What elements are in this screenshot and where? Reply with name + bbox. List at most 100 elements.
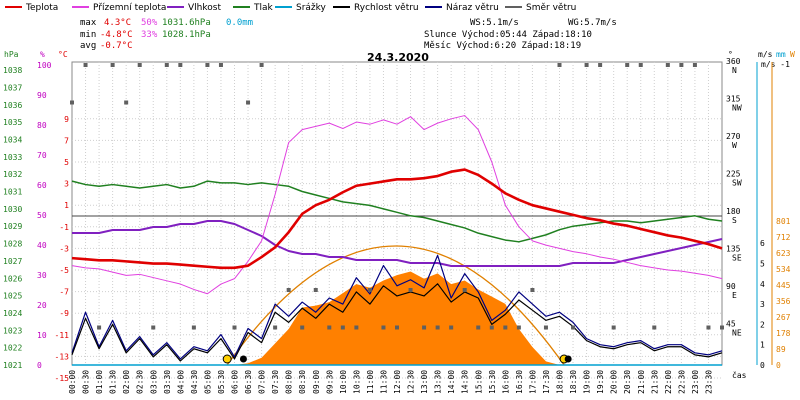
stat-max-rain: 0.0mm (226, 18, 253, 28)
tick-time: 13:30 (434, 370, 443, 394)
tick-temp: 9 (64, 115, 69, 124)
tick-time: 15:30 (488, 370, 497, 394)
tick-pct: 70 (37, 151, 47, 160)
tick-time: 02:30 (136, 370, 145, 394)
tick-time: 03:00 (149, 370, 158, 394)
dir-point (205, 63, 210, 67)
tick-dir: 180 (726, 207, 741, 216)
tick-time: 16:30 (515, 370, 524, 394)
svg-text:Přízemní teplota: Přízemní teplota (93, 3, 166, 13)
tick-hpa: 1022 (3, 344, 22, 353)
tick-dir: 225 (726, 170, 741, 179)
tick-temp: 1 (64, 201, 69, 210)
tick-time: 08:00 (285, 370, 294, 394)
tick-hpa: 1032 (3, 170, 22, 179)
tick-hpa: 1023 (3, 326, 22, 335)
tick-hpa: 1024 (3, 309, 22, 318)
tick-ms-top: m/s -1 (761, 60, 790, 69)
tick-time: 12:30 (407, 370, 416, 394)
plot-area: 1038103710361035103410331032103110301029… (3, 57, 791, 394)
tick-dir: 45 (726, 320, 736, 329)
info-moon: Měsíc Východ:6:20 Západ:18:19 (424, 41, 581, 51)
dir-point (543, 325, 548, 330)
stat-min-label: min (80, 30, 96, 40)
tick-time: 01:00 (95, 370, 104, 394)
tick-time: 06:00 (231, 370, 240, 394)
dir-point (300, 325, 305, 330)
dir-point (489, 325, 494, 330)
dir-point (218, 63, 223, 67)
unit-pct: % (40, 50, 45, 59)
dir-point (124, 100, 129, 105)
stat-avg-temp: -0.7°C (100, 41, 133, 51)
unit-degc: °C (58, 50, 68, 59)
tick-pct: 20 (37, 301, 47, 310)
tick-w: 801 (776, 217, 791, 226)
tick-hpa: 1021 (3, 361, 22, 370)
tick-dir: 360 (726, 57, 741, 66)
dir-point (557, 63, 562, 67)
tick-dir: 270 (726, 132, 741, 141)
info-ws: WS:5.1m/s (470, 18, 519, 28)
tick-time: 01:30 (109, 370, 118, 394)
info-sun: Slunce Východ:05:44 Západ:18:10 (424, 30, 592, 40)
tick-time: 00:00 (68, 370, 77, 394)
series-naraz-vetru (71, 254, 723, 360)
tick-temp: -11 (55, 331, 70, 340)
info-block: WS:5.1m/s WG:5.7m/s Slunce Východ:05:44 … (424, 18, 617, 51)
tick-temp: -15 (55, 374, 70, 383)
tick-ms: 2 (760, 320, 765, 329)
tick-time: 04:00 (176, 370, 185, 394)
tick-dir-name: S (732, 216, 737, 225)
tick-temp: 3 (64, 180, 69, 189)
unit-time: čas (732, 370, 747, 380)
sunrise-marker (222, 354, 232, 364)
tick-dir: 135 (726, 245, 741, 254)
tick-time: 21:00 (637, 370, 646, 394)
legend-item-teplota: Teplota (5, 3, 58, 13)
dir-point (151, 325, 156, 330)
dir-point (692, 63, 697, 67)
tick-w: 534 (776, 265, 791, 274)
tick-ms: 4 (760, 280, 765, 289)
dir-point (422, 325, 427, 330)
dir-point (665, 63, 670, 67)
dir-point (516, 325, 521, 330)
unit-deg: ° (728, 50, 733, 59)
tick-hpa: 1036 (3, 101, 22, 110)
dir-point (638, 63, 643, 67)
tick-time: 00:30 (82, 370, 91, 394)
tick-pct: 80 (37, 121, 47, 130)
dir-point (246, 100, 251, 105)
svg-text:Směr větru: Směr větru (526, 3, 576, 13)
dir-point (395, 325, 399, 330)
tick-ms: 1 (760, 341, 765, 350)
dir-point (679, 63, 684, 67)
svg-text:Tlak: Tlak (253, 3, 274, 13)
tick-temp: -1 (59, 223, 69, 232)
tick-time: 19:30 (596, 370, 605, 394)
tick-time: 14:00 (447, 370, 456, 394)
unit-w: W (790, 50, 795, 59)
tick-pct: 50 (37, 211, 47, 220)
tick-time: 05:00 (203, 370, 212, 394)
tick-time: 12:00 (393, 370, 402, 394)
tick-temp: 7 (64, 136, 69, 145)
dir-point (598, 63, 603, 67)
tick-dir-name: E (732, 291, 737, 300)
moonset-marker (564, 355, 572, 363)
tick-time: 23:30 (704, 370, 713, 394)
tick-time: 23:00 (691, 370, 700, 394)
tick-time: 10:30 (352, 370, 361, 394)
tick-time: 08:30 (298, 370, 307, 394)
legend-item-smer-vetru: Směr větru (505, 3, 576, 13)
tick-dir: 90 (726, 282, 736, 291)
dir-point (449, 325, 454, 330)
dir-point (625, 63, 630, 67)
series-teplota (71, 168, 723, 270)
unit-mm: mm (776, 50, 786, 59)
tick-temp: -5 (59, 266, 69, 275)
tick-temp: -13 (55, 352, 70, 361)
dir-point (354, 325, 359, 330)
stat-max-hum: 50% (141, 18, 158, 28)
